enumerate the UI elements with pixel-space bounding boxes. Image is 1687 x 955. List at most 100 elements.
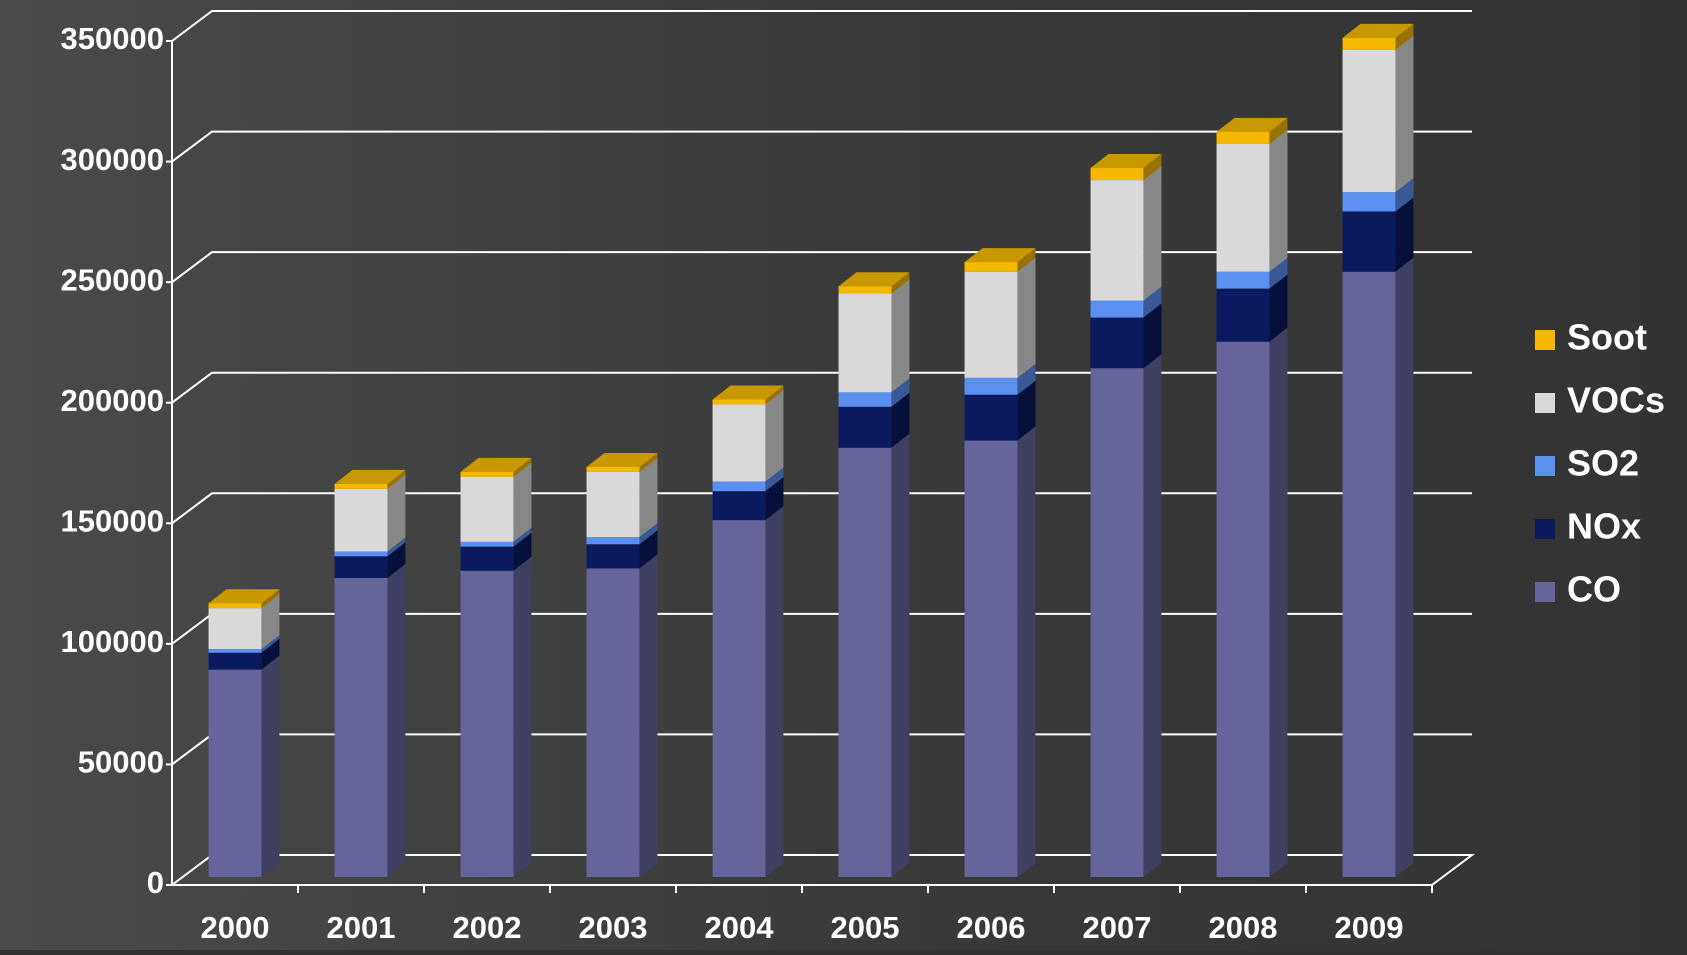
bar-side xyxy=(1143,166,1162,301)
bar-segment xyxy=(1090,368,1144,877)
bar-side xyxy=(387,537,406,557)
bar-segment xyxy=(838,406,892,448)
bar-side xyxy=(513,457,532,477)
grid-line xyxy=(171,251,1472,283)
bar-segment xyxy=(1342,49,1396,193)
bar-side xyxy=(1017,363,1036,395)
grid-line xyxy=(171,371,1472,404)
bar-segment xyxy=(460,471,514,477)
bar-segment xyxy=(208,649,262,653)
bar-segment xyxy=(334,551,388,557)
bar-segment xyxy=(334,577,388,877)
bar-segment xyxy=(460,546,514,571)
legend-swatch xyxy=(1535,519,1555,539)
bar-top xyxy=(838,272,910,287)
bar-side xyxy=(1269,117,1288,144)
bar-side xyxy=(1017,257,1036,378)
grid-line xyxy=(171,492,1472,525)
bar-side xyxy=(1143,354,1162,877)
bar-segment xyxy=(838,447,892,877)
bar-side xyxy=(1143,303,1162,369)
bar-top xyxy=(1342,23,1414,38)
bar-side xyxy=(891,433,910,877)
bar-top xyxy=(334,469,406,484)
bar-top xyxy=(460,457,532,472)
bar-segment xyxy=(712,491,766,521)
bar-side xyxy=(891,272,910,294)
bar-segment xyxy=(334,488,388,552)
bar-side xyxy=(387,469,406,489)
bar-segment xyxy=(1216,288,1270,342)
bar-segment xyxy=(1090,317,1144,369)
bar-side xyxy=(1395,197,1414,272)
bar-side xyxy=(387,542,406,578)
bar-segment xyxy=(586,536,640,545)
bar-segment xyxy=(1216,271,1270,289)
bar-side xyxy=(639,453,658,472)
x-tick-label: 2008 xyxy=(1209,910,1278,945)
bar-segment xyxy=(712,520,766,877)
bar-segment xyxy=(1216,143,1270,272)
x-tick-label: 2000 xyxy=(201,910,270,945)
x-tick-label: 2007 xyxy=(1083,910,1152,945)
x-tick-label: 2005 xyxy=(831,910,900,945)
bar-side xyxy=(1395,35,1414,193)
bar-side xyxy=(513,462,532,542)
bar-side xyxy=(765,477,784,521)
bar-segment xyxy=(838,293,892,393)
bar-side xyxy=(639,457,658,537)
bar-side xyxy=(639,530,658,569)
legend-swatch xyxy=(1535,393,1555,413)
bar-side xyxy=(261,638,280,670)
bar-side xyxy=(639,522,658,545)
bar-side xyxy=(513,532,532,571)
bar-side xyxy=(387,474,406,552)
bar-segment xyxy=(964,271,1018,378)
bar-segment xyxy=(1342,192,1396,212)
bar-segment xyxy=(838,392,892,407)
bar-segment xyxy=(586,471,640,537)
bar-segment xyxy=(1342,211,1396,272)
y-tick-label: 200000 xyxy=(61,383,164,418)
legend-swatch xyxy=(1535,456,1555,476)
bar-segment xyxy=(460,476,514,542)
bar-segment xyxy=(964,440,1018,877)
bar-side xyxy=(1395,23,1414,50)
bar-top xyxy=(208,589,280,604)
x-tick-label: 2003 xyxy=(579,910,648,945)
bar-segment xyxy=(208,652,262,670)
bar-segment xyxy=(964,262,1018,272)
y-tick-label: 250000 xyxy=(61,262,164,297)
x-tick-label: 2004 xyxy=(705,910,775,945)
bar-segment xyxy=(1342,37,1396,50)
bar-side xyxy=(765,385,784,405)
bar-top xyxy=(712,385,784,400)
bar-side xyxy=(1395,257,1414,877)
bar-side xyxy=(513,556,532,877)
bar-side xyxy=(1017,380,1036,441)
bar-segment xyxy=(586,568,640,877)
legend-label: SO2 xyxy=(1567,443,1639,484)
bar-side xyxy=(891,279,910,393)
legend-label: VOCs xyxy=(1567,380,1665,421)
y-tick-label: 300000 xyxy=(61,142,164,177)
bar-side xyxy=(1269,327,1288,878)
bar-segment xyxy=(964,377,1018,395)
bar-side xyxy=(261,589,280,609)
bar-top xyxy=(964,248,1036,263)
legend-label: CO xyxy=(1567,569,1621,610)
legend-label: Soot xyxy=(1567,317,1647,358)
bar-segment xyxy=(1342,271,1396,877)
bar-segment xyxy=(586,544,640,569)
bar-segment xyxy=(334,483,388,489)
bar-side xyxy=(1143,154,1162,181)
bar-side xyxy=(1017,426,1036,877)
bar-side xyxy=(261,594,280,650)
bar-side xyxy=(765,506,784,877)
bar-segment xyxy=(964,394,1018,441)
bar-top xyxy=(1216,117,1288,132)
grid-line xyxy=(171,10,1472,42)
y-tick-label: 50000 xyxy=(78,745,164,780)
bar-side xyxy=(891,378,910,407)
x-tick-label: 2001 xyxy=(327,910,396,945)
